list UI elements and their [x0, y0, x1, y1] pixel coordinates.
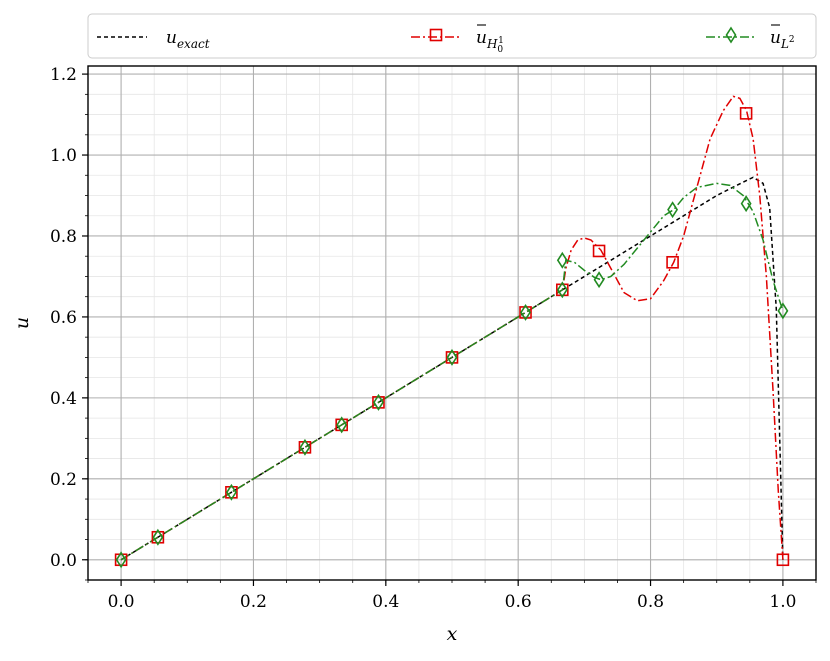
marker-u_H01 [335, 418, 348, 432]
marker-u_H01 [776, 553, 790, 567]
x-tick-label: 0.4 [372, 592, 399, 612]
y-tick-label: 0.4 [50, 389, 77, 409]
marker-u_H01 [298, 441, 312, 454]
marker-u_H01 [739, 107, 753, 120]
x-tick-label: 1.0 [769, 592, 796, 612]
marker-u_L2 [446, 348, 458, 366]
x-tick-label: 0.8 [637, 592, 664, 612]
marker-u_H01 [372, 396, 385, 409]
marker-u_L2 [152, 528, 164, 546]
marker-u_H01 [556, 283, 569, 297]
marker-u_L2 [777, 302, 789, 320]
marker-u_L2 [556, 251, 568, 269]
legend: uexact uH01 uL2 [87, 13, 817, 59]
y-tick-label: 0.8 [50, 227, 77, 247]
grid-minor [87, 66, 817, 581]
marker-u_H01 [445, 351, 459, 364]
marker-u_L2 [520, 303, 531, 321]
y-tick-label: 1.2 [50, 65, 77, 85]
y-tick-label: 0.2 [50, 470, 77, 490]
legend-label: uL2 [770, 28, 795, 51]
legend-swatch-marker [725, 26, 737, 44]
marker-u_L2 [225, 483, 237, 501]
marker-u_L2 [667, 201, 679, 219]
grid-major [88, 66, 816, 580]
marker-u_H01 [666, 255, 679, 269]
marker-u_H01 [114, 553, 128, 567]
marker-u_L2 [373, 393, 384, 411]
marker-u_L2 [593, 271, 605, 289]
series-line-u_L2 [120, 182, 784, 561]
marker-u_H01 [225, 485, 238, 499]
axis-ticks: 0.0 0.2 0.4 0.6 0.8 1.0 0.0 0.2 0.4 0.6 0.8 1.0 1.2 [50, 65, 817, 612]
marker-u_L2 [740, 195, 752, 213]
series-layer [114, 95, 790, 569]
x-tick-label: 0.6 [505, 592, 532, 612]
y-tick-label: 0.0 [50, 551, 77, 571]
marker-u_L2 [336, 416, 348, 434]
x-tick-label: 0.0 [108, 592, 135, 612]
x-axis-label: x [447, 623, 458, 645]
legend-swatch-marker [429, 28, 443, 42]
x-tick-label: 0.2 [240, 592, 267, 612]
legend-label: uH01 [476, 28, 504, 55]
marker-u_H01 [519, 306, 532, 319]
marker-u_L2 [556, 281, 568, 299]
marker-u_H01 [151, 530, 165, 544]
series-line-u_exact [120, 176, 784, 561]
y-axis-label: u [11, 317, 33, 329]
legend-label: uexact [166, 28, 210, 51]
y-tick-label: 1.0 [50, 146, 77, 166]
marker-u_L2 [115, 551, 127, 569]
marker-u_L2 [299, 438, 311, 456]
legend-box [87, 13, 817, 59]
marker-u_H01 [592, 244, 606, 258]
y-tick-label: 0.6 [50, 308, 77, 328]
